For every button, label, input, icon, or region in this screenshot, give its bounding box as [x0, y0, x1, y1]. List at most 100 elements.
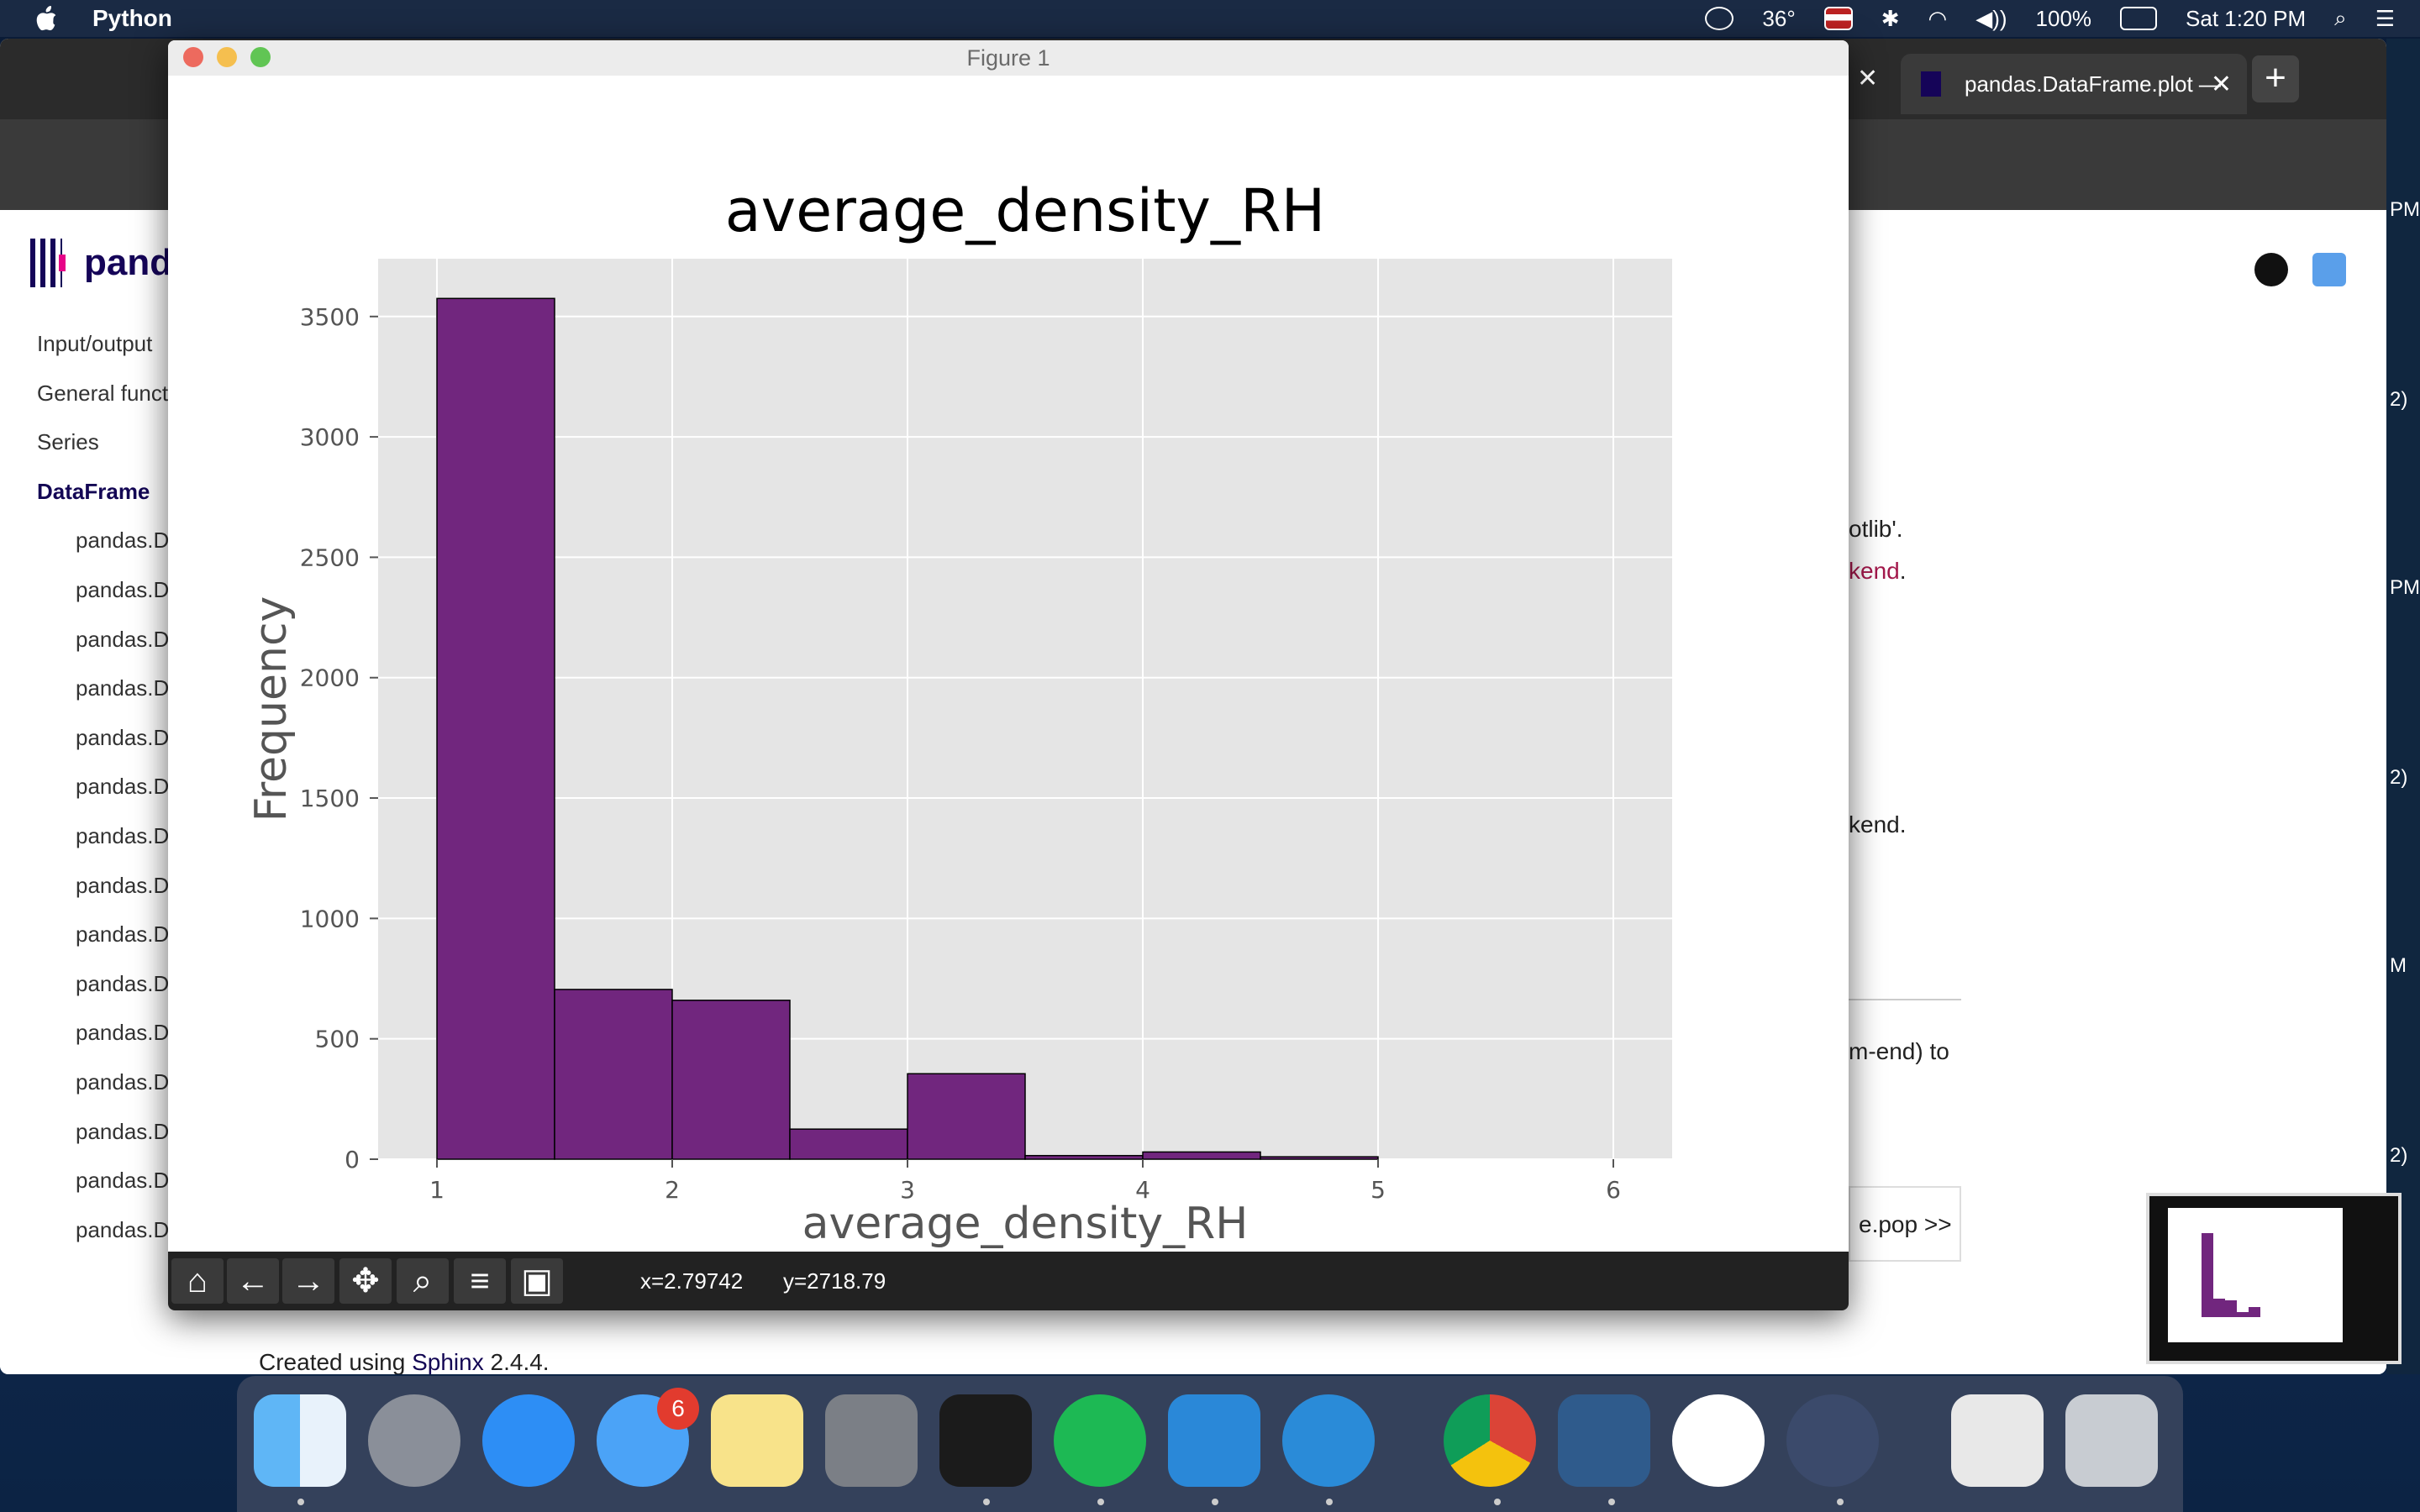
x-tick-label: 6: [1606, 1176, 1621, 1204]
sidebar-subitem[interactable]: pandas.D: [76, 576, 170, 602]
clock[interactable]: Sat 1:20 PM: [2186, 5, 2307, 31]
pan-icon[interactable]: ✥: [339, 1258, 392, 1304]
x-tick-label: 4: [1135, 1176, 1150, 1204]
dock: [237, 1376, 2183, 1512]
histogram-bar: [1024, 1154, 1144, 1160]
creative-cloud-icon[interactable]: [1705, 7, 1734, 30]
close-tab-icon[interactable]: ✕: [1857, 65, 1879, 92]
wifi-icon[interactable]: ◠: [1928, 5, 1948, 31]
sidebar-subitem[interactable]: pandas.D: [76, 774, 170, 800]
background-window-edge: PM 2) PM 2) M 2): [2386, 39, 2420, 1374]
x-tick-label: 3: [900, 1176, 915, 1204]
sidebar-subitem[interactable]: pandas.D: [76, 626, 170, 652]
sidebar-subitem[interactable]: pandas.D: [76, 1020, 170, 1046]
finder-icon[interactable]: [254, 1394, 346, 1487]
figure-window[interactable]: Figure 1 1 2 3 4 5 6 0 500 1000 1500 2000 2500 3000 3…: [168, 40, 1849, 1310]
figure-title-bar[interactable]: Figure 1: [168, 40, 1849, 76]
doc-text-fragment: kend.: [1849, 558, 1907, 585]
terminal-icon[interactable]: [939, 1394, 1032, 1487]
forward-arrow-icon[interactable]: →: [282, 1258, 334, 1304]
twitter-icon[interactable]: [2312, 253, 2346, 286]
pandas-logo-icon: [30, 239, 62, 287]
system-preferences-icon[interactable]: [825, 1394, 918, 1487]
sidebar-subitem[interactable]: pandas.D: [76, 921, 170, 948]
edge-text: PM: [2390, 198, 2420, 221]
sidebar-subitem[interactable]: pandas.D: [76, 1216, 170, 1242]
sidebar-item-series[interactable]: Series: [37, 429, 99, 455]
doc-code-link[interactable]: kend: [1849, 558, 1900, 584]
temperature-label[interactable]: 36°: [1762, 5, 1796, 31]
downloads-stack-icon[interactable]: [1951, 1394, 2044, 1487]
mysql-workbench-icon[interactable]: [1558, 1394, 1650, 1487]
configure-subplots-icon[interactable]: ≡: [454, 1258, 506, 1304]
flag-icon[interactable]: [1823, 7, 1853, 30]
sidebar-subitem[interactable]: pandas.D: [76, 528, 170, 554]
launchpad-icon[interactable]: [368, 1394, 460, 1487]
y-tick-label: 1000: [300, 905, 360, 932]
sidebar-subitem[interactable]: pandas.D: [76, 822, 170, 848]
close-window-icon[interactable]: [183, 47, 203, 67]
running-indicator: [1326, 1499, 1333, 1505]
sidebar-subitem[interactable]: pandas.D: [76, 724, 170, 750]
pandas-logo[interactable]: pand: [30, 239, 172, 287]
sidebar-item-dataframe[interactable]: DataFrame: [37, 478, 150, 504]
spotlight-search-icon[interactable]: ⌕: [2334, 5, 2347, 30]
close-tab-icon[interactable]: ✕: [2210, 70, 2232, 98]
apple-menu-icon[interactable]: [34, 5, 59, 32]
sphinx-link[interactable]: Sphinx: [412, 1349, 484, 1374]
battery-icon[interactable]: [2120, 7, 2158, 30]
running-indicator: [1608, 1499, 1615, 1505]
save-icon[interactable]: ▣: [511, 1258, 563, 1304]
histogram-bar: [789, 1128, 908, 1160]
trash-icon[interactable]: [2065, 1394, 2158, 1487]
sidebar-subitem[interactable]: pandas.D: [76, 1118, 170, 1144]
sidebar-subitem[interactable]: pandas.D: [76, 675, 170, 701]
thumbnail-bar: [2225, 1300, 2237, 1317]
thumbnail-chart-preview: [2168, 1208, 2343, 1342]
volume-icon[interactable]: ◀)): [1975, 5, 2007, 31]
python-launcher-icon[interactable]: [1786, 1394, 1879, 1487]
running-indicator: [1097, 1499, 1104, 1505]
running-indicator: [1212, 1499, 1218, 1505]
battery-percent[interactable]: 100%: [2035, 5, 2092, 31]
footer-text: Created using: [259, 1349, 413, 1374]
screenshot-thumbnail[interactable]: [2146, 1193, 2402, 1364]
docs-sidebar: Input/output General funct Series DataFr…: [37, 324, 169, 1254]
mongodb-compass-icon[interactable]: [1672, 1394, 1765, 1487]
sidebar-item-general-functions[interactable]: General funct: [37, 380, 169, 406]
histogram-bar: [1260, 1156, 1379, 1160]
figure-canvas[interactable]: 1 2 3 4 5 6 0 500 1000 1500 2000 2500 3000 3500 averag…: [168, 76, 1849, 1252]
chart-title: average_density_RH: [725, 176, 1326, 245]
notes-icon[interactable]: [711, 1394, 803, 1487]
browser-tab[interactable]: pandas.DataFrame.plot — ✕: [1901, 54, 2247, 114]
sidebar-subitem[interactable]: pandas.D: [76, 1168, 170, 1194]
home-icon[interactable]: ⌂: [171, 1258, 224, 1304]
control-center-icon[interactable]: ☰: [2375, 5, 2395, 31]
histogram-chart[interactable]: 1 2 3 4 5 6 0 500 1000 1500 2000 2500 3000 3500 averag…: [168, 76, 1849, 1252]
sidebar-subitem[interactable]: pandas.D: [76, 872, 170, 898]
sidebar-item-input-output[interactable]: Input/output: [37, 331, 153, 356]
next-page-link[interactable]: e.pop >>: [1849, 1186, 1961, 1262]
edge-text: M: [2390, 954, 2407, 977]
new-tab-button[interactable]: +: [2252, 55, 2299, 102]
zoom-icon[interactable]: ⌕: [397, 1258, 449, 1304]
vscode-icon[interactable]: [1168, 1394, 1260, 1487]
sidebar-subitem[interactable]: pandas.D: [76, 970, 170, 996]
menu-bar: Python 36° ✱ ◠ ◀)) 100% Sat 1:20 PM ⌕ ☰: [0, 0, 2420, 37]
sidebar-subitem[interactable]: pandas.D: [76, 1068, 170, 1095]
edge-browser-icon[interactable]: [1282, 1394, 1375, 1487]
page-footer: Created using Sphinx 2.4.4.: [259, 1349, 550, 1374]
histogram-bar: [907, 1073, 1026, 1160]
back-arrow-icon[interactable]: ←: [227, 1258, 279, 1304]
chrome-icon[interactable]: [1444, 1394, 1536, 1487]
app-name[interactable]: Python: [92, 5, 172, 31]
safari-icon[interactable]: [482, 1394, 575, 1487]
running-indicator: [1837, 1499, 1844, 1505]
minimize-window-icon[interactable]: [217, 47, 237, 67]
bluetooth-icon[interactable]: ✱: [1881, 5, 1900, 31]
zoom-window-icon[interactable]: [250, 47, 271, 67]
github-icon[interactable]: [2254, 253, 2288, 286]
y-tick-label: 2500: [300, 543, 360, 571]
y-tick-label: 500: [315, 1026, 360, 1053]
spotify-icon[interactable]: [1054, 1394, 1146, 1487]
